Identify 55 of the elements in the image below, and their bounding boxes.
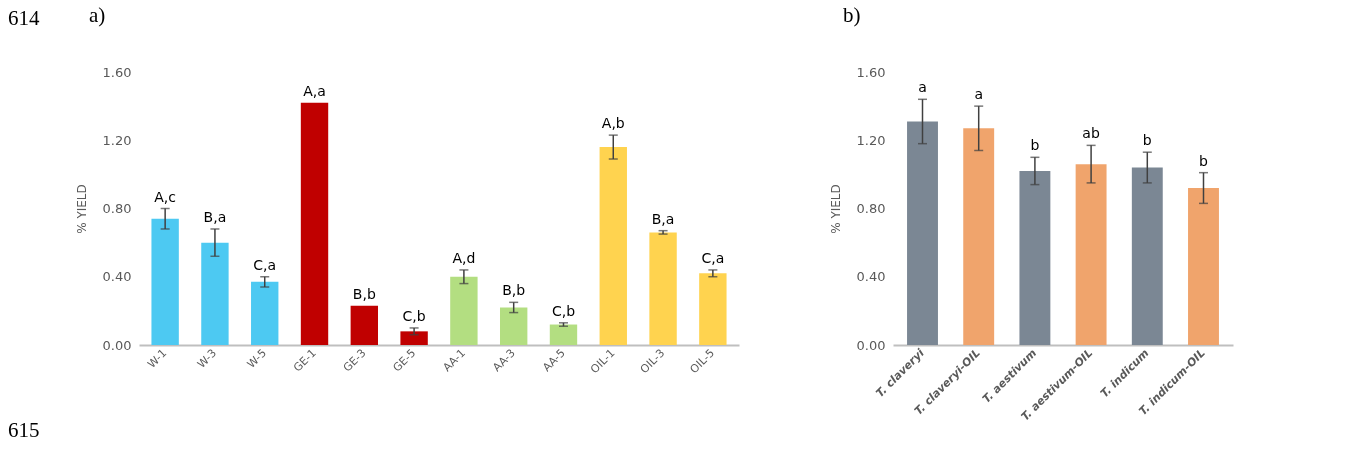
data-label: B,a (203, 208, 227, 225)
data-label: B,b (502, 282, 526, 299)
y-tick-label: 0.00 (856, 337, 886, 353)
data-label: C,a (253, 256, 277, 273)
y-tick-label: 1.20 (856, 132, 886, 148)
data-label: C,a (701, 249, 725, 266)
data-label: b (1030, 137, 1040, 154)
x-tick-label: W-5 (244, 346, 269, 371)
bar (1019, 170, 1051, 345)
bar (350, 305, 378, 345)
y-tick-label: 0.00 (102, 337, 132, 353)
y-tick-label: 0.80 (856, 201, 886, 216)
y-axis-title: % YIELD (828, 184, 843, 234)
y-tick-label: 0.40 (102, 269, 132, 285)
text: 615 (8, 418, 40, 443)
bar (549, 324, 578, 345)
bar (1188, 188, 1219, 345)
data-label: A,c (154, 188, 177, 205)
bar (300, 102, 329, 345)
data-label: A,b (601, 115, 625, 132)
chart-title: b) (843, 3, 861, 27)
data-label: A,a (303, 82, 326, 99)
y-tick-label: 1.60 (856, 64, 886, 80)
bar (500, 307, 528, 345)
data-label: b (1199, 152, 1209, 169)
bar (450, 276, 478, 345)
bar (1075, 164, 1107, 345)
bar (1131, 167, 1163, 345)
data-label: a (974, 86, 983, 103)
bar (400, 331, 428, 345)
y-tick-label: 0.40 (856, 269, 886, 285)
bar (699, 273, 727, 345)
bar (201, 242, 229, 345)
bar (649, 232, 677, 345)
bar (599, 147, 627, 345)
bar (963, 128, 995, 345)
x-tick-label: W-3 (194, 346, 220, 371)
data-label: B,a (651, 210, 675, 227)
y-tick-label: 0.80 (102, 201, 132, 216)
data-label: b (1142, 132, 1152, 149)
data-label: B,b (352, 285, 376, 302)
data-label: C,b (551, 302, 576, 319)
bar (251, 281, 279, 345)
chart-title: a) (89, 3, 106, 27)
bar (907, 121, 938, 345)
data-label: a (918, 79, 927, 96)
data-label: C,b (402, 307, 426, 324)
data-label: A,d (452, 249, 476, 266)
text: 614 (8, 6, 40, 31)
data-label: ab (1082, 125, 1100, 142)
y-tick-label: 1.20 (102, 132, 132, 148)
x-tick-label: W-1 (145, 346, 170, 371)
bar (151, 218, 179, 345)
y-axis-title: % YIELD (74, 184, 89, 234)
y-tick-label: 1.60 (102, 64, 132, 80)
